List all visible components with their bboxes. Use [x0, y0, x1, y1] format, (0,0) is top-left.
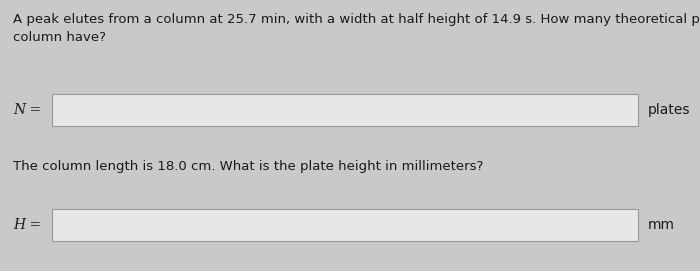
Text: plates: plates [648, 103, 690, 117]
Text: N =: N = [13, 103, 41, 117]
Text: The column length is 18.0 cm. What is the plate height in millimeters?: The column length is 18.0 cm. What is th… [13, 160, 484, 173]
Text: H =: H = [13, 218, 41, 232]
FancyBboxPatch shape [52, 94, 638, 126]
FancyBboxPatch shape [52, 209, 638, 241]
Text: mm: mm [648, 218, 675, 232]
Text: A peak elutes from a column at 25.7 min, with a width at half height of 14.9 s. : A peak elutes from a column at 25.7 min,… [13, 13, 700, 44]
